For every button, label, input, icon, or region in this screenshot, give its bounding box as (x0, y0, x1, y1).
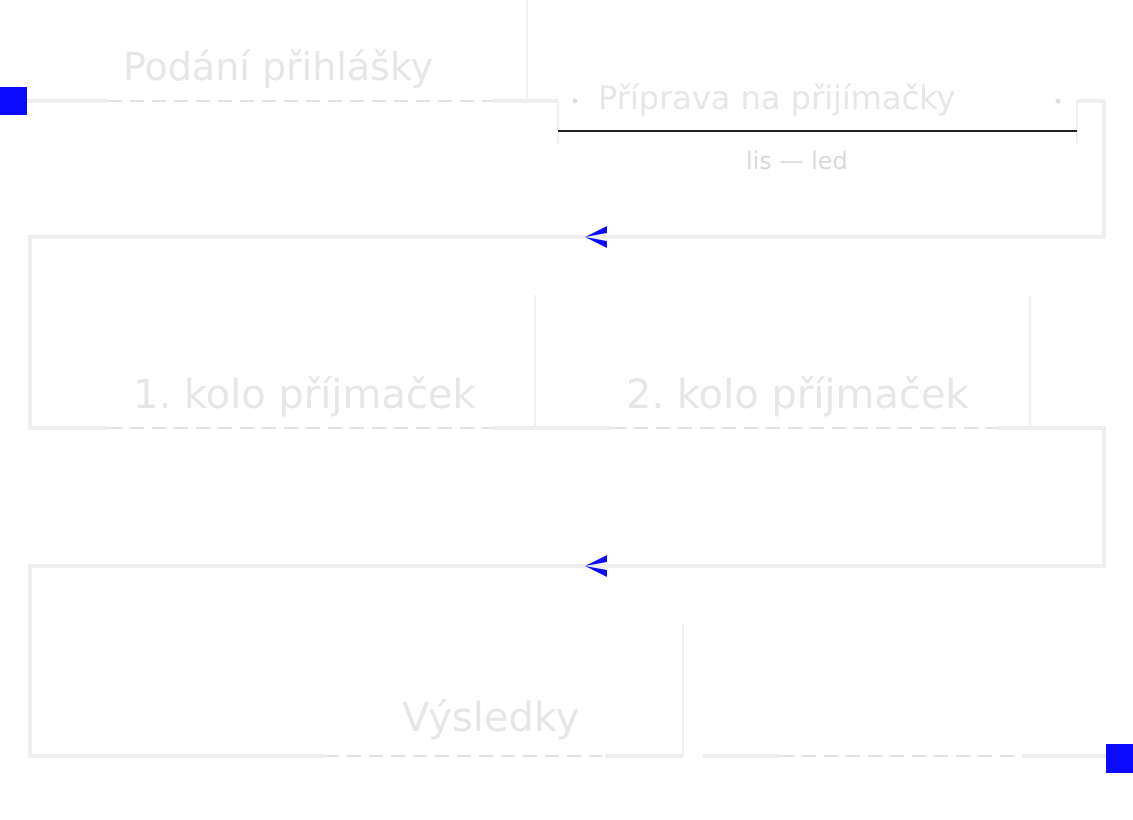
step-priprava: Příprava na přijímačky (598, 79, 956, 117)
arrow-left-icon (585, 237, 607, 248)
end-marker (1106, 744, 1133, 773)
step-kolo-1: 1. kolo příjmaček (133, 372, 476, 418)
step-kolo-2: 2. kolo příjmaček (626, 372, 969, 418)
track-row-1-right (28, 99, 1106, 430)
dot-priprava-right (1055, 98, 1061, 104)
step-priprava-date: lis — led (746, 147, 848, 175)
arrow-left-icon (585, 226, 607, 237)
arrow-left-icon (585, 566, 607, 577)
track-row-2-right (28, 426, 1106, 758)
dot-priprava-left (572, 98, 578, 104)
start-marker (0, 87, 27, 115)
step-podani-prihlasky: Podání přihlášky (123, 45, 434, 89)
arrow-left-icon (585, 555, 607, 566)
step-vysledky: Výsledky (402, 695, 580, 741)
